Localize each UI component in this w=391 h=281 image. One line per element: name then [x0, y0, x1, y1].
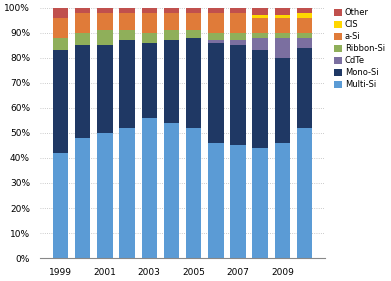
Bar	[208, 40, 224, 43]
Bar	[75, 13, 90, 33]
Bar	[75, 138, 90, 258]
Bar	[97, 30, 113, 45]
Bar	[230, 40, 246, 45]
Bar	[253, 38, 268, 50]
Bar	[119, 13, 135, 30]
Bar	[75, 8, 90, 13]
Bar	[164, 8, 179, 13]
Bar	[208, 33, 224, 40]
Bar	[274, 8, 290, 15]
Bar	[297, 8, 312, 13]
Bar	[119, 30, 135, 40]
Bar	[164, 40, 179, 123]
Bar	[297, 128, 312, 258]
Bar	[274, 18, 290, 33]
Bar	[253, 148, 268, 258]
Bar	[97, 45, 113, 133]
Bar	[75, 33, 90, 45]
Bar	[142, 8, 157, 13]
Bar	[164, 123, 179, 258]
Bar	[97, 13, 113, 30]
Bar	[230, 13, 246, 33]
Bar	[119, 8, 135, 13]
Bar	[253, 15, 268, 18]
Bar	[297, 33, 312, 38]
Bar	[253, 18, 268, 33]
Bar	[274, 33, 290, 38]
Legend: Other, CIS, a-Si, Ribbon-Si, CdTe, Mono-Si, Multi-Si: Other, CIS, a-Si, Ribbon-Si, CdTe, Mono-…	[332, 7, 387, 91]
Bar	[142, 13, 157, 33]
Bar	[253, 50, 268, 148]
Bar	[75, 45, 90, 138]
Bar	[53, 153, 68, 258]
Bar	[97, 8, 113, 13]
Bar	[142, 43, 157, 118]
Bar	[297, 13, 312, 18]
Bar	[186, 30, 201, 38]
Bar	[97, 133, 113, 258]
Bar	[164, 30, 179, 40]
Bar	[53, 38, 68, 50]
Bar	[208, 8, 224, 13]
Bar	[142, 33, 157, 43]
Bar	[208, 43, 224, 143]
Bar	[230, 145, 246, 258]
Bar	[208, 13, 224, 33]
Bar	[274, 15, 290, 18]
Bar	[230, 8, 246, 13]
Bar	[297, 18, 312, 33]
Bar	[274, 38, 290, 58]
Bar	[119, 40, 135, 128]
Bar	[186, 13, 201, 30]
Bar	[53, 8, 68, 18]
Bar	[208, 143, 224, 258]
Bar	[53, 18, 68, 38]
Bar	[186, 128, 201, 258]
Bar	[297, 48, 312, 128]
Bar	[186, 8, 201, 13]
Bar	[253, 8, 268, 15]
Bar	[53, 50, 68, 153]
Bar	[274, 58, 290, 143]
Bar	[119, 128, 135, 258]
Bar	[142, 118, 157, 258]
Bar	[274, 143, 290, 258]
Bar	[230, 45, 246, 145]
Bar	[186, 38, 201, 128]
Bar	[164, 13, 179, 30]
Bar	[253, 33, 268, 38]
Bar	[230, 33, 246, 40]
Bar	[297, 38, 312, 48]
